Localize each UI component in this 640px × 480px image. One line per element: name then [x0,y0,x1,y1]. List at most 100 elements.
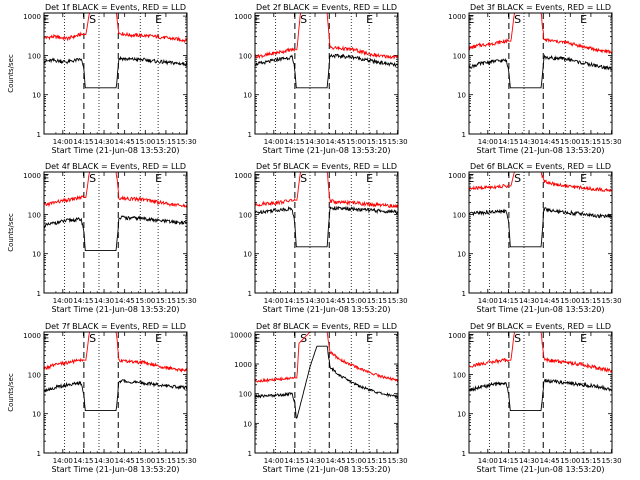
plot-frame [468,171,613,294]
x-tick-label: 14:45 [540,297,560,305]
marker-letter: S [514,332,521,345]
marker-letter: S [89,332,96,345]
y-axis-label: Counts/sec [7,54,15,93]
x-tick-label: 14:30 [305,457,325,465]
x-tick-label: 14:15 [284,138,304,146]
plot-frame [43,331,188,454]
y-tick-label: 10 [457,411,466,419]
y-tick-label: 1000 [448,332,466,340]
x-tick-label: 15:30 [387,297,407,305]
series-line-events [44,55,187,89]
x-tick-label: 14:45 [540,138,560,146]
marker-letter: S [89,172,96,185]
y-tick-label: 10 [243,251,252,259]
marker-letter: E [580,332,587,345]
x-tick-label: 14:45 [326,138,346,146]
x-tick-label: 14:00 [478,457,498,465]
x-tick-label: 14:45 [540,457,560,465]
y-tick-label: 1 [37,290,41,298]
x-tick-label: 14:00 [264,297,284,305]
panel-title: Det 1f BLACK = Events, RED = LLD [45,3,186,12]
x-tick-label: 14:30 [305,297,325,305]
panel-det-1: Det 1f BLACK = Events, RED = LLD Start Ti… [7,3,197,155]
x-tick-label: 15:00 [346,138,366,146]
x-tick-label: 15:15 [367,297,387,305]
marker-letter: S [89,13,96,26]
y-tick-label: 1000 [234,361,252,369]
x-tick-label: 14:00 [264,457,284,465]
panel-title: Det 8f BLACK = Events, RED = LLD [256,322,397,331]
y-tick-label: 1000 [448,13,466,21]
panel-det-2: Det 2f BLACK = Events, RED = LLD Start Ti… [234,3,407,155]
marker-letter: E [580,13,587,26]
marker-letter: E [155,13,162,26]
y-tick-label: 100 [239,52,252,60]
panel-title: Det 5f BLACK = Events, RED = LLD [256,162,397,171]
plot-frame [43,12,188,135]
x-tick-label: 14:15 [284,297,304,305]
x-tick-label: 15:30 [387,457,407,465]
y-tick-label: 100 [28,371,41,379]
x-tick-label: 15:30 [176,297,196,305]
plot-frame [468,12,613,135]
x-tick-label: 14:30 [519,457,539,465]
series-line-events [469,53,612,89]
panel-det-8: Det 8f BLACK = Events, RED = LLD Start Ti… [230,322,408,474]
panel-title: Det 4f BLACK = Events, RED = LLD [45,162,186,171]
marker-letter: E [580,172,587,185]
y-tick-label: 10 [32,411,41,419]
series-line-lld [469,13,612,55]
x-tick-label: 14:45 [115,457,135,465]
x-tick-label: 14:45 [326,457,346,465]
y-tick-label: 10 [457,92,466,100]
panel-det-9: Det 9f BLACK = Events, RED = LLD Start Ti… [448,322,621,474]
panel-title: Det 2f BLACK = Events, RED = LLD [256,3,397,12]
x-tick-label: 15:30 [601,138,621,146]
panel-title: Det 7f BLACK = Events, RED = LLD [45,322,186,331]
x-tick-label: 14:15 [284,457,304,465]
x-axis-label: Start Time (21-Jun-08 13:53:20) [477,465,605,474]
x-axis-label: Start Time (21-Jun-08 13:53:20) [477,305,605,314]
series-line-lld [44,332,187,373]
x-tick-label: 14:30 [519,138,539,146]
x-tick-label: 14:15 [498,138,518,146]
x-tick-label: 14:30 [94,297,114,305]
series-line-events [44,378,187,412]
x-axis-label: Start Time (21-Jun-08 13:53:20) [263,305,391,314]
y-tick-label: 1 [462,290,466,298]
series-line-events [255,205,398,248]
plot-frame [468,331,613,454]
plot-frame [254,12,399,135]
series-line-lld [44,13,187,44]
y-tick-label: 10 [243,420,252,428]
x-tick-label: 14:15 [73,297,93,305]
y-tick-label: 1 [37,131,41,139]
x-tick-label: 15:00 [135,457,155,465]
series-line-events [469,378,612,412]
y-tick-label: 1 [248,290,252,298]
panel-title: Det 3f BLACK = Events, RED = LLD [470,3,611,12]
y-tick-label: 1 [248,450,252,458]
series-line-events [469,207,612,248]
x-tick-label: 15:15 [581,297,601,305]
y-tick-label: 1000 [23,13,41,21]
panel-title: Det 6f BLACK = Events, RED = LLD [470,162,611,171]
marker-letter: E [42,13,49,26]
x-tick-label: 15:00 [560,297,580,305]
y-tick-label: 100 [239,391,252,399]
x-tick-label: 14:30 [305,138,325,146]
x-tick-label: 15:00 [560,457,580,465]
x-tick-label: 15:15 [156,297,176,305]
x-tick-label: 15:30 [387,138,407,146]
x-tick-label: 14:15 [73,138,93,146]
series-line-lld [255,13,398,60]
plot-frame [254,171,399,294]
series-line-lld [255,332,398,384]
y-tick-label: 100 [453,371,466,379]
marker-letter: E [42,332,49,345]
y-tick-label: 100 [28,52,41,60]
y-tick-label: 10 [457,251,466,259]
x-tick-label: 15:15 [156,138,176,146]
